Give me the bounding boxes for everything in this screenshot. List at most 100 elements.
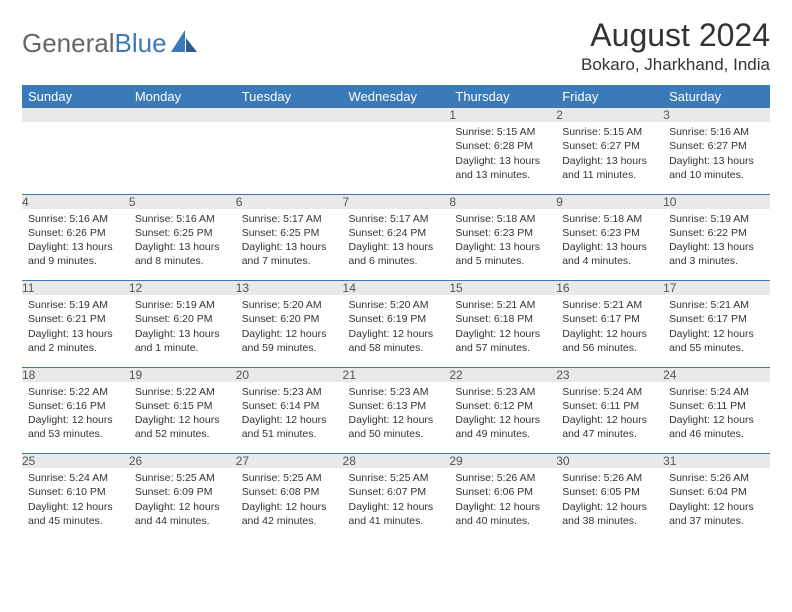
day-number: 18 (22, 367, 129, 382)
day-cell-content: Sunrise: 5:16 AMSunset: 6:26 PMDaylight:… (22, 209, 129, 275)
day-number: 29 (449, 454, 556, 469)
day-number: 10 (663, 194, 770, 209)
daylight-line: Daylight: 12 hours and 57 minutes. (455, 327, 550, 355)
sunset-line: Sunset: 6:18 PM (455, 312, 550, 326)
daylight-line: Daylight: 13 hours and 2 minutes. (28, 327, 123, 355)
sunrise-line: Sunrise: 5:25 AM (242, 471, 337, 485)
day-number-empty (236, 108, 343, 122)
logo: GeneralBlue (22, 18, 197, 59)
daylight-line: Daylight: 12 hours and 44 minutes. (135, 500, 230, 528)
sunset-line: Sunset: 6:16 PM (28, 399, 123, 413)
week-content-row: Sunrise: 5:19 AMSunset: 6:21 PMDaylight:… (22, 295, 770, 367)
daynum-row: 11121314151617 (22, 281, 770, 296)
sunset-line: Sunset: 6:08 PM (242, 485, 337, 499)
day-cell-content: Sunrise: 5:24 AMSunset: 6:11 PMDaylight:… (663, 382, 770, 448)
day-cell-content: Sunrise: 5:18 AMSunset: 6:23 PMDaylight:… (556, 209, 663, 275)
day-cell: Sunrise: 5:16 AMSunset: 6:25 PMDaylight:… (129, 209, 236, 281)
day-number: 2 (556, 108, 663, 122)
sunrise-line: Sunrise: 5:21 AM (562, 298, 657, 312)
weekday-header: Saturday (663, 85, 770, 108)
day-cell-content: Sunrise: 5:20 AMSunset: 6:20 PMDaylight:… (236, 295, 343, 361)
day-number: 7 (343, 194, 450, 209)
daylight-line: Daylight: 13 hours and 7 minutes. (242, 240, 337, 268)
sunset-line: Sunset: 6:21 PM (28, 312, 123, 326)
daylight-line: Daylight: 13 hours and 8 minutes. (135, 240, 230, 268)
day-cell: Sunrise: 5:23 AMSunset: 6:13 PMDaylight:… (343, 382, 450, 454)
daynum-row: 25262728293031 (22, 454, 770, 469)
day-cell: Sunrise: 5:17 AMSunset: 6:24 PMDaylight:… (343, 209, 450, 281)
day-cell-content: Sunrise: 5:19 AMSunset: 6:22 PMDaylight:… (663, 209, 770, 275)
day-number: 28 (343, 454, 450, 469)
day-cell: Sunrise: 5:15 AMSunset: 6:27 PMDaylight:… (556, 122, 663, 194)
day-cell: Sunrise: 5:21 AMSunset: 6:17 PMDaylight:… (556, 295, 663, 367)
sunrise-line: Sunrise: 5:17 AM (349, 212, 444, 226)
day-number: 17 (663, 281, 770, 296)
daylight-line: Daylight: 13 hours and 1 minute. (135, 327, 230, 355)
week-content-row: Sunrise: 5:15 AMSunset: 6:28 PMDaylight:… (22, 122, 770, 194)
daylight-line: Daylight: 13 hours and 10 minutes. (669, 154, 764, 182)
day-cell: Sunrise: 5:16 AMSunset: 6:26 PMDaylight:… (22, 209, 129, 281)
sunset-line: Sunset: 6:06 PM (455, 485, 550, 499)
day-cell-content: Sunrise: 5:16 AMSunset: 6:27 PMDaylight:… (663, 122, 770, 188)
weekday-header: Thursday (449, 85, 556, 108)
day-cell: Sunrise: 5:24 AMSunset: 6:11 PMDaylight:… (663, 382, 770, 454)
day-cell-content: Sunrise: 5:19 AMSunset: 6:21 PMDaylight:… (22, 295, 129, 361)
day-cell: Sunrise: 5:19 AMSunset: 6:21 PMDaylight:… (22, 295, 129, 367)
day-cell: Sunrise: 5:16 AMSunset: 6:27 PMDaylight:… (663, 122, 770, 194)
daylight-line: Daylight: 12 hours and 38 minutes. (562, 500, 657, 528)
day-cell-content: Sunrise: 5:19 AMSunset: 6:20 PMDaylight:… (129, 295, 236, 361)
day-cell-content: Sunrise: 5:16 AMSunset: 6:25 PMDaylight:… (129, 209, 236, 275)
day-number: 25 (22, 454, 129, 469)
title-block: August 2024 Bokaro, Jharkhand, India (581, 18, 770, 75)
day-cell-content: Sunrise: 5:21 AMSunset: 6:18 PMDaylight:… (449, 295, 556, 361)
day-cell-content: Sunrise: 5:24 AMSunset: 6:10 PMDaylight:… (22, 468, 129, 534)
sunset-line: Sunset: 6:17 PM (562, 312, 657, 326)
day-cell-content: Sunrise: 5:23 AMSunset: 6:12 PMDaylight:… (449, 382, 556, 448)
day-cell: Sunrise: 5:18 AMSunset: 6:23 PMDaylight:… (449, 209, 556, 281)
sunrise-line: Sunrise: 5:15 AM (562, 125, 657, 139)
sunrise-line: Sunrise: 5:20 AM (349, 298, 444, 312)
calendar-table: SundayMondayTuesdayWednesdayThursdayFrid… (22, 85, 770, 540)
day-cell: Sunrise: 5:17 AMSunset: 6:25 PMDaylight:… (236, 209, 343, 281)
weekday-header: Tuesday (236, 85, 343, 108)
sunset-line: Sunset: 6:23 PM (455, 226, 550, 240)
daylight-line: Daylight: 13 hours and 9 minutes. (28, 240, 123, 268)
daylight-line: Daylight: 12 hours and 55 minutes. (669, 327, 764, 355)
daylight-line: Daylight: 12 hours and 46 minutes. (669, 413, 764, 441)
day-number: 14 (343, 281, 450, 296)
day-cell: Sunrise: 5:25 AMSunset: 6:07 PMDaylight:… (343, 468, 450, 540)
daylight-line: Daylight: 12 hours and 50 minutes. (349, 413, 444, 441)
day-cell-content: Sunrise: 5:22 AMSunset: 6:16 PMDaylight:… (22, 382, 129, 448)
daylight-line: Daylight: 12 hours and 45 minutes. (28, 500, 123, 528)
day-cell: Sunrise: 5:24 AMSunset: 6:10 PMDaylight:… (22, 468, 129, 540)
day-number: 26 (129, 454, 236, 469)
day-number: 3 (663, 108, 770, 122)
logo-text-general: General (22, 28, 115, 59)
sunset-line: Sunset: 6:19 PM (349, 312, 444, 326)
day-cell-content: Sunrise: 5:22 AMSunset: 6:15 PMDaylight:… (129, 382, 236, 448)
daynum-row: 18192021222324 (22, 367, 770, 382)
sunset-line: Sunset: 6:27 PM (669, 139, 764, 153)
daylight-line: Daylight: 12 hours and 42 minutes. (242, 500, 337, 528)
sunrise-line: Sunrise: 5:21 AM (669, 298, 764, 312)
day-cell-content: Sunrise: 5:25 AMSunset: 6:07 PMDaylight:… (343, 468, 450, 534)
day-cell-content: Sunrise: 5:18 AMSunset: 6:23 PMDaylight:… (449, 209, 556, 275)
logo-sail-icon (171, 28, 197, 59)
sunset-line: Sunset: 6:11 PM (669, 399, 764, 413)
sunset-line: Sunset: 6:20 PM (135, 312, 230, 326)
sunset-line: Sunset: 6:13 PM (349, 399, 444, 413)
sunset-line: Sunset: 6:23 PM (562, 226, 657, 240)
sunrise-line: Sunrise: 5:23 AM (242, 385, 337, 399)
day-number: 16 (556, 281, 663, 296)
day-cell: Sunrise: 5:25 AMSunset: 6:08 PMDaylight:… (236, 468, 343, 540)
sunset-line: Sunset: 6:05 PM (562, 485, 657, 499)
calendar-body: 123Sunrise: 5:15 AMSunset: 6:28 PMDaylig… (22, 108, 770, 540)
day-cell: Sunrise: 5:21 AMSunset: 6:18 PMDaylight:… (449, 295, 556, 367)
daylight-line: Daylight: 12 hours and 40 minutes. (455, 500, 550, 528)
day-cell-content: Sunrise: 5:23 AMSunset: 6:13 PMDaylight:… (343, 382, 450, 448)
day-cell-content: Sunrise: 5:26 AMSunset: 6:06 PMDaylight:… (449, 468, 556, 534)
sunset-line: Sunset: 6:10 PM (28, 485, 123, 499)
sunrise-line: Sunrise: 5:22 AM (28, 385, 123, 399)
daylight-line: Daylight: 13 hours and 11 minutes. (562, 154, 657, 182)
sunrise-line: Sunrise: 5:21 AM (455, 298, 550, 312)
